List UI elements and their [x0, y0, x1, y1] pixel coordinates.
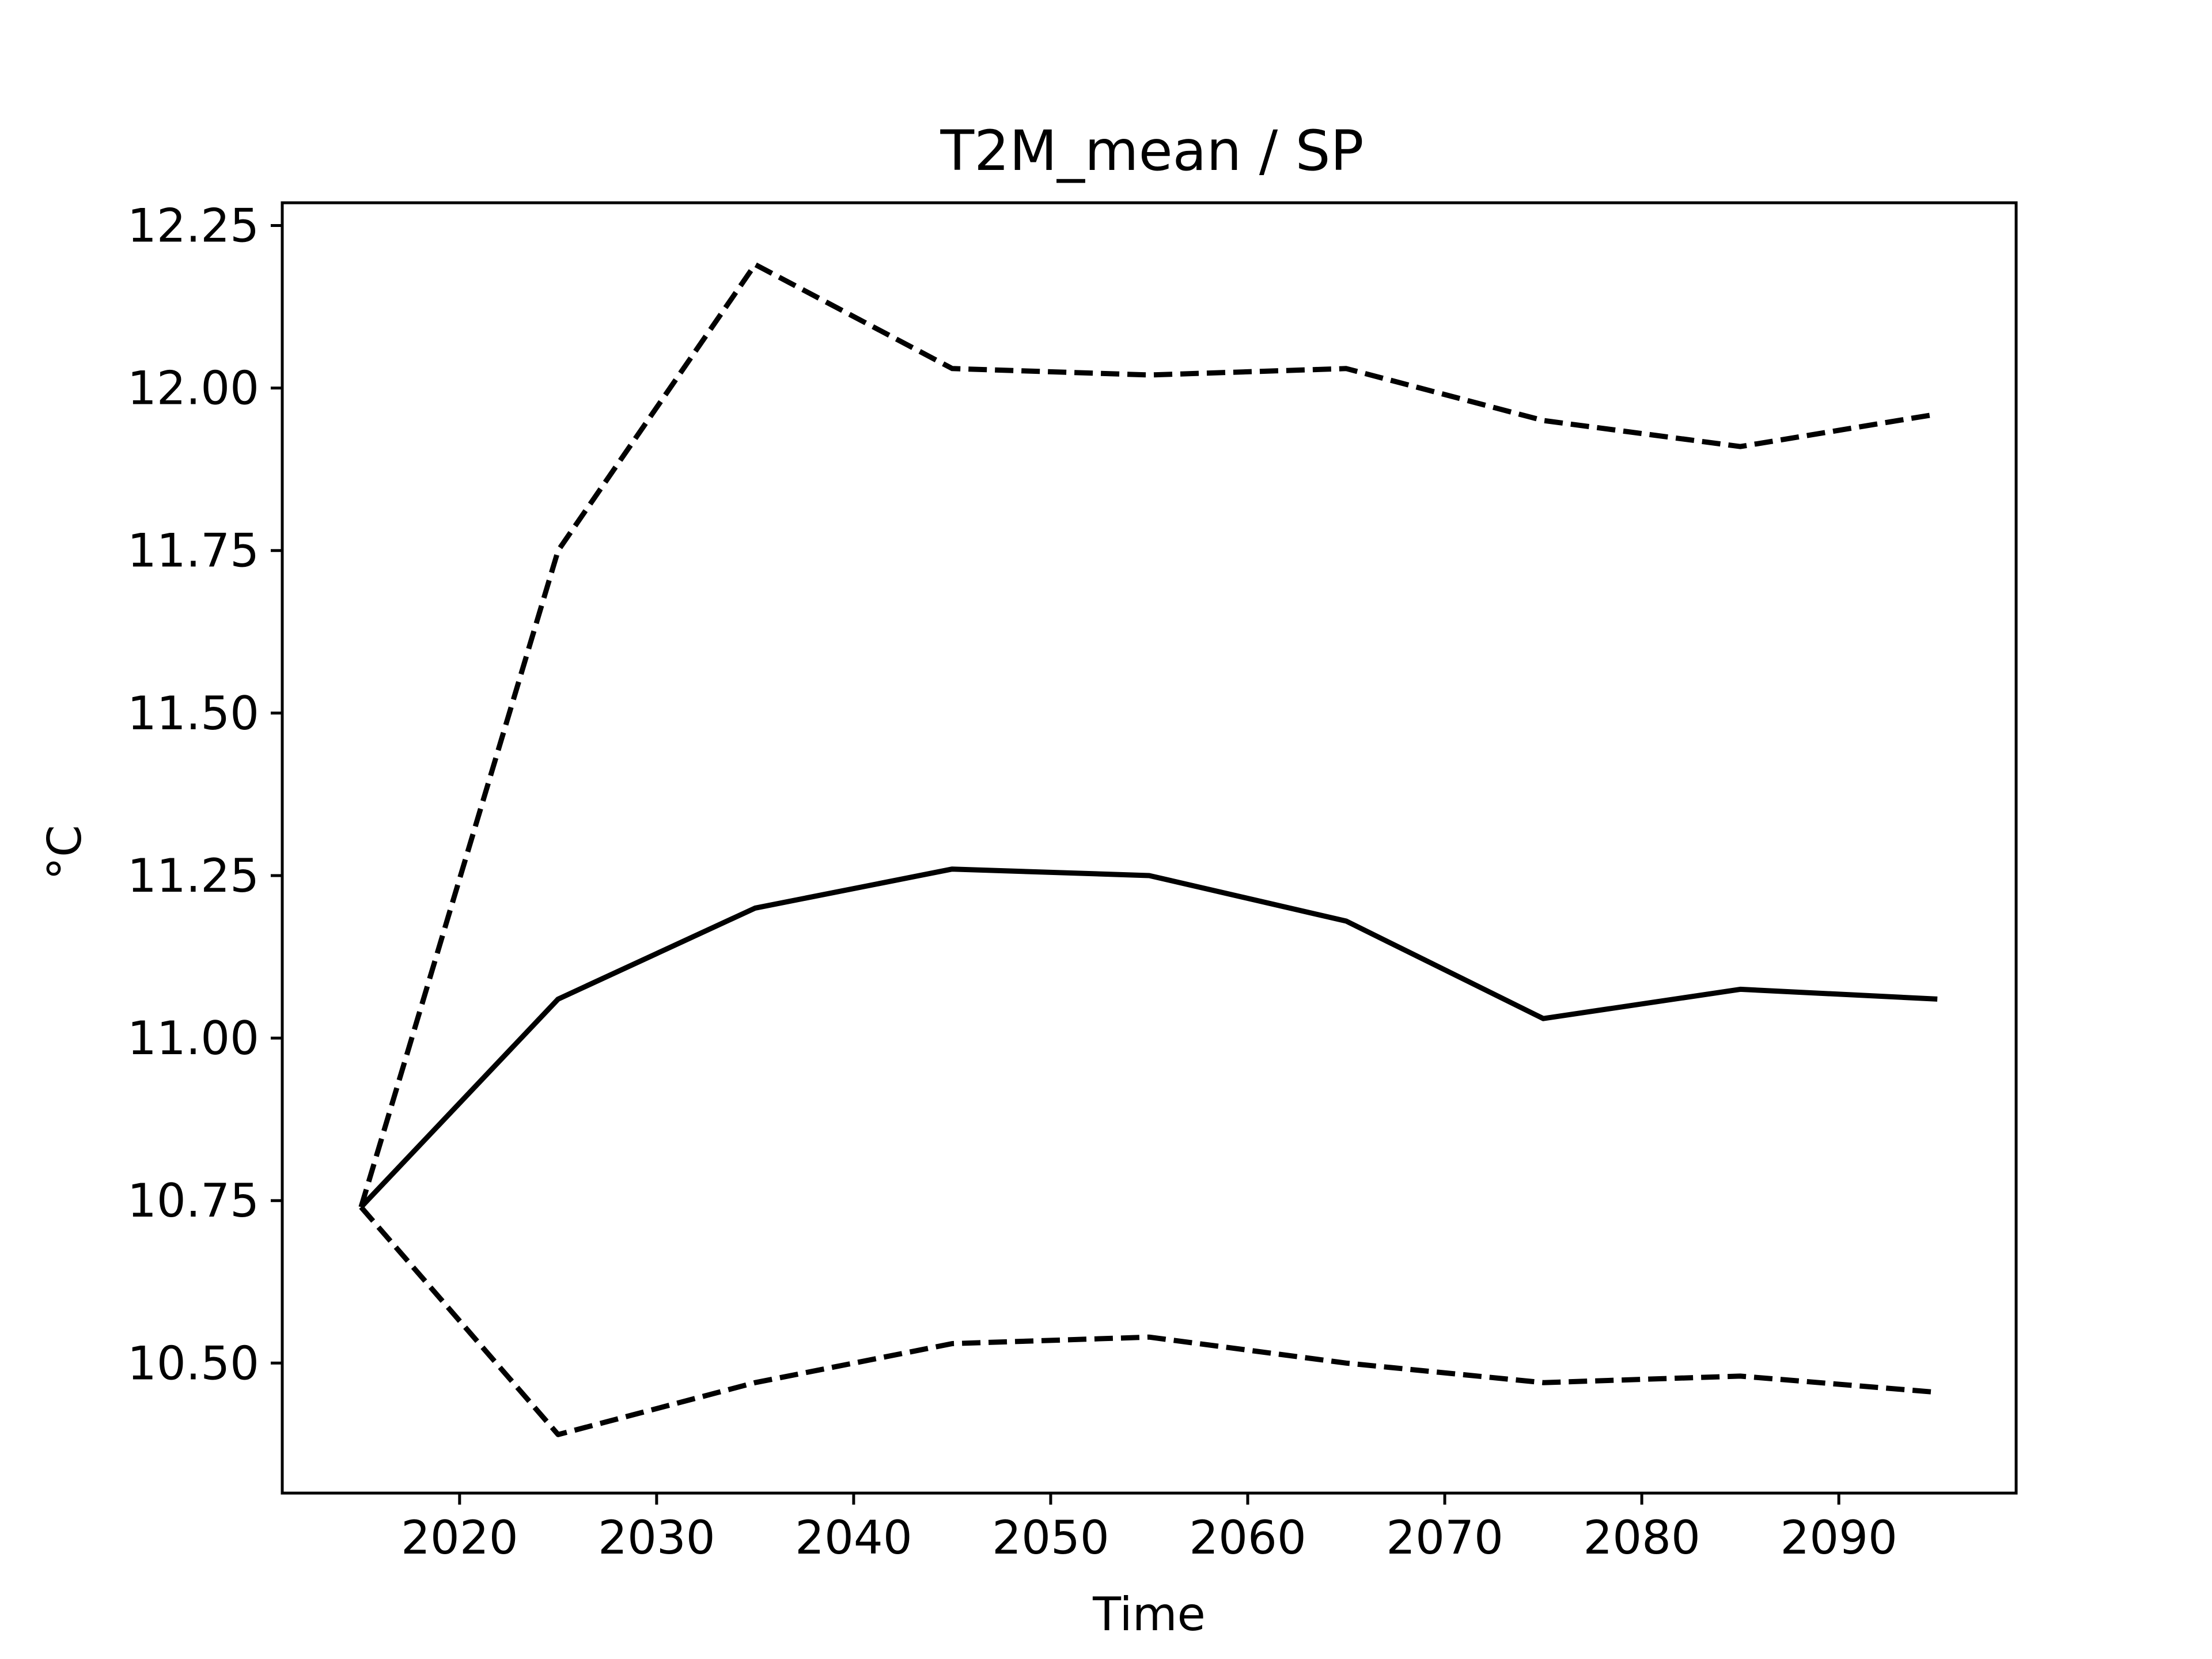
y-tick-label: 11.25 [127, 849, 259, 903]
x-tick-label: 2090 [1780, 1511, 1897, 1565]
y-tick-label: 11.50 [127, 687, 259, 740]
x-tick-label: 2020 [401, 1511, 518, 1565]
x-tick-label: 2060 [1189, 1511, 1306, 1565]
x-tick-label: 2080 [1583, 1511, 1700, 1565]
series-line-2 [359, 1205, 1938, 1437]
x-tick-label: 2070 [1386, 1511, 1503, 1565]
y-tick-label: 11.75 [127, 524, 259, 578]
y-tick-label: 12.00 [127, 362, 259, 415]
plot-frame [281, 201, 2018, 1495]
x-tick-label: 2050 [992, 1511, 1109, 1565]
x-axis-label: Time [1092, 1588, 1206, 1641]
y-tick-label: 10.75 [127, 1174, 259, 1228]
x-tick-label: 2030 [598, 1511, 715, 1565]
series-line-1 [358, 262, 1938, 1208]
plot-lines [358, 262, 1938, 1437]
x-axis-ticks: 2020 2030 2040 2050 2060 2070 2080 2090 [401, 1493, 1897, 1565]
chart-title: T2M_mean / SP [940, 119, 1364, 183]
y-axis-label: °C [38, 825, 92, 880]
y-tick-label: 10.50 [127, 1336, 259, 1390]
y-tick-label: 12.25 [127, 199, 259, 252]
y-axis-ticks: 10.50 10.75 11.00 11.25 11.50 11.75 12.00 12.25 [127, 199, 282, 1390]
series-line-0 [359, 866, 1938, 1209]
y-tick-label: 11.00 [127, 1012, 259, 1065]
x-tick-label: 2040 [795, 1511, 912, 1565]
